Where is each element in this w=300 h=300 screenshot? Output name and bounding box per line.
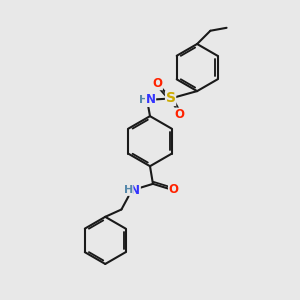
Text: O: O — [169, 183, 178, 196]
Text: O: O — [174, 108, 184, 121]
Text: H: H — [139, 95, 148, 105]
Text: N: N — [146, 93, 156, 106]
Text: S: S — [166, 92, 176, 106]
Text: N: N — [130, 184, 140, 197]
Text: O: O — [152, 77, 162, 90]
Text: H: H — [124, 185, 133, 195]
